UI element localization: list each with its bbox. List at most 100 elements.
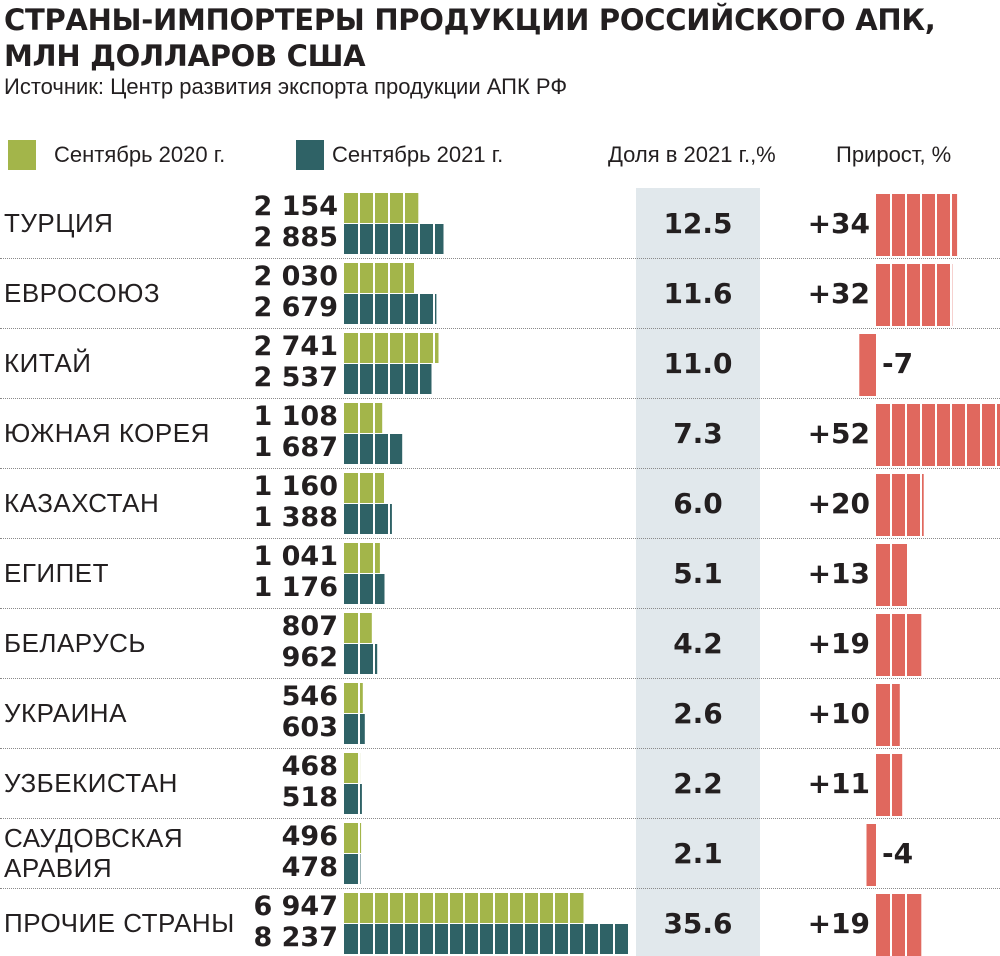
share-value: 2.2 — [673, 767, 723, 800]
value-label-2021: 2 537 — [253, 362, 338, 393]
value-label-2021: 2 679 — [253, 292, 338, 323]
share-value: 11.0 — [663, 347, 733, 380]
bar-2021 — [344, 924, 628, 954]
bar-2021 — [344, 224, 444, 254]
bar-2021 — [344, 294, 437, 324]
growth-label: -7 — [882, 347, 914, 380]
chart-title: СТРАНЫ-ИМПОРТЕРЫ ПРОДУКЦИИ РОССИЙСКОГО А… — [4, 2, 936, 74]
row-divider — [0, 888, 1000, 889]
growth-label: +13 — [807, 557, 870, 590]
value-label-2020: 496 — [281, 821, 338, 852]
value-label-2020: 2 030 — [253, 261, 338, 292]
value-label-2021: 1 176 — [253, 572, 338, 603]
growth-label: +32 — [807, 277, 870, 310]
value-label-2020: 6 947 — [253, 891, 338, 922]
country-label: ЮЖНАЯ КОРЕЯ — [4, 418, 210, 448]
value-label-2020: 807 — [281, 611, 338, 642]
bar-2021 — [344, 504, 392, 534]
bar-2020 — [344, 613, 372, 643]
source-note: Источник: Центр развития экспорта продук… — [4, 74, 568, 99]
share-value: 2.6 — [673, 697, 723, 730]
value-label-2021: 603 — [281, 712, 338, 743]
country-label: ПРОЧИЕ СТРАНЫ — [4, 908, 235, 938]
bar-2020 — [344, 753, 361, 783]
bar-2021 — [344, 644, 378, 674]
growth-bar — [876, 264, 953, 326]
bar-2020 — [344, 193, 419, 223]
bar-2020 — [344, 263, 414, 293]
value-label-2021: 1 687 — [253, 432, 338, 463]
share-value: 2.1 — [673, 837, 723, 870]
country-label: УЗБЕКИСТАН — [4, 768, 178, 798]
value-label-2020: 1 160 — [253, 471, 338, 502]
row-divider — [0, 608, 1000, 609]
value-label-2020: 1 108 — [253, 401, 338, 432]
growth-bar — [876, 894, 922, 956]
value-label-2020: 2 154 — [253, 191, 338, 222]
bar-2020 — [344, 473, 384, 503]
row-divider — [0, 258, 1000, 259]
growth-label: +20 — [807, 487, 870, 520]
value-label-2021: 962 — [281, 642, 338, 673]
share-value: 7.3 — [673, 417, 723, 450]
row-divider — [0, 678, 1000, 679]
country-label: АРАВИЯ — [4, 853, 113, 883]
value-label-2021: 518 — [281, 782, 338, 813]
country-label: КИТАЙ — [4, 348, 92, 378]
country-label: КАЗАХСТАН — [4, 488, 160, 518]
growth-bar — [876, 684, 900, 746]
bar-2021 — [344, 714, 365, 744]
share-value: 12.5 — [663, 207, 733, 240]
growth-label: +34 — [807, 207, 870, 240]
growth-bar — [876, 404, 1000, 466]
country-label: САУДОВСКАЯ — [4, 823, 184, 853]
growth-bar — [876, 194, 958, 256]
growth-label: +10 — [807, 697, 870, 730]
value-label-2020: 2 741 — [253, 331, 338, 362]
legend-label-2020: Сентябрь 2020 г. — [54, 142, 226, 167]
country-label: УКРАИНА — [4, 698, 127, 728]
growth-label: +11 — [807, 767, 870, 800]
legend-swatch-2021 — [296, 140, 324, 170]
growth-bar — [866, 824, 876, 886]
row-divider — [0, 818, 1000, 819]
row-divider — [0, 398, 1000, 399]
bar-2021 — [344, 854, 361, 884]
bar-2021 — [344, 574, 385, 604]
value-label-2020: 546 — [281, 681, 338, 712]
growth-label: -4 — [882, 837, 914, 870]
country-label: ЕВРОСОЮЗ — [4, 278, 161, 308]
bar-2021 — [344, 784, 362, 814]
legend-swatch-2020 — [8, 140, 36, 170]
growth-column-header: Прирост, % — [836, 142, 952, 167]
share-value: 35.6 — [663, 907, 733, 940]
title-line-1: СТРАНЫ-ИМПОРТЕРЫ ПРОДУКЦИИ РОССИЙСКОГО А… — [4, 3, 936, 37]
value-label-2020: 1 041 — [253, 541, 338, 572]
country-label: ЕГИПЕТ — [4, 558, 110, 588]
value-label-2020: 468 — [281, 751, 338, 782]
growth-bar — [859, 334, 876, 396]
title-line-2: МЛН ДОЛЛАРОВ США — [4, 39, 366, 73]
growth-label: +52 — [807, 417, 870, 450]
legend-label-2021: Сентябрь 2021 г. — [332, 142, 504, 167]
country-label: БЕЛАРУСЬ — [4, 628, 146, 658]
row-divider — [0, 538, 1000, 539]
share-value: 5.1 — [673, 557, 723, 590]
growth-bar — [876, 754, 903, 816]
bar-2020 — [344, 403, 383, 433]
share-value: 4.2 — [673, 627, 723, 660]
row-divider — [0, 748, 1000, 749]
country-label: ТУРЦИЯ — [4, 208, 114, 238]
share-column-header: Доля в 2021 г.,% — [608, 142, 776, 167]
value-label-2021: 8 237 — [253, 922, 338, 953]
value-label-2021: 2 885 — [253, 222, 338, 253]
row-divider — [0, 328, 1000, 329]
row-divider — [0, 468, 1000, 469]
share-value: 6.0 — [673, 487, 723, 520]
growth-label: +19 — [807, 627, 870, 660]
share-value: 11.6 — [663, 277, 733, 310]
growth-bar — [876, 474, 924, 536]
value-label-2021: 1 388 — [253, 502, 338, 533]
share-column-band — [636, 188, 760, 956]
